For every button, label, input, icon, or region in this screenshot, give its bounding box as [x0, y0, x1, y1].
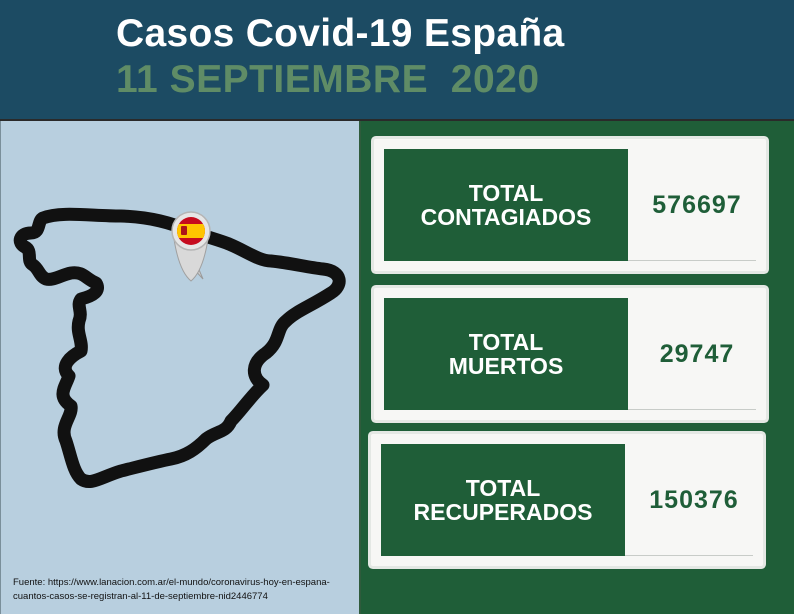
stat-label-line2: CONTAGIADOS	[420, 204, 592, 230]
stat-label-line2: MUERTOS	[448, 353, 564, 379]
stat-value: 29747	[659, 339, 735, 368]
stat-card-contagiados: TOTAL CONTAGIADOS 576697	[374, 139, 766, 271]
page-title: Casos Covid-19 España	[116, 12, 565, 55]
stat-label: TOTAL RECUPERADOS	[381, 444, 625, 556]
spain-map	[13, 207, 346, 489]
spain-flag-pin-icon	[171, 211, 211, 282]
stat-value: 150376	[649, 485, 739, 514]
stat-label-line1: TOTAL	[468, 180, 544, 206]
stat-card-recuperados: TOTAL RECUPERADOS 150376	[371, 434, 763, 566]
stat-label-line2: RECUPERADOS	[413, 499, 593, 525]
stat-card-muertos: TOTAL MUERTOS 29747	[374, 288, 766, 420]
divider	[628, 260, 756, 261]
stat-label: TOTAL CONTAGIADOS	[384, 149, 628, 261]
divider	[628, 409, 756, 410]
divider	[625, 555, 753, 556]
stat-label-line1: TOTAL	[465, 475, 541, 501]
source-citation: Fuente: https://www.lanacion.com.ar/el-m…	[13, 577, 330, 602]
stat-label: TOTAL MUERTOS	[384, 298, 628, 410]
stat-label-line1: TOTAL	[468, 329, 544, 355]
spain-outline	[13, 207, 346, 489]
page-subtitle-date: 11 SEPTIEMBRE 2020	[116, 58, 540, 101]
stat-value: 576697	[652, 190, 742, 219]
header-banner: Casos Covid-19 España 11 SEPTIEMBRE 2020	[0, 0, 794, 121]
map-panel: Fuente: https://www.lanacion.com.ar/el-m…	[0, 121, 361, 614]
